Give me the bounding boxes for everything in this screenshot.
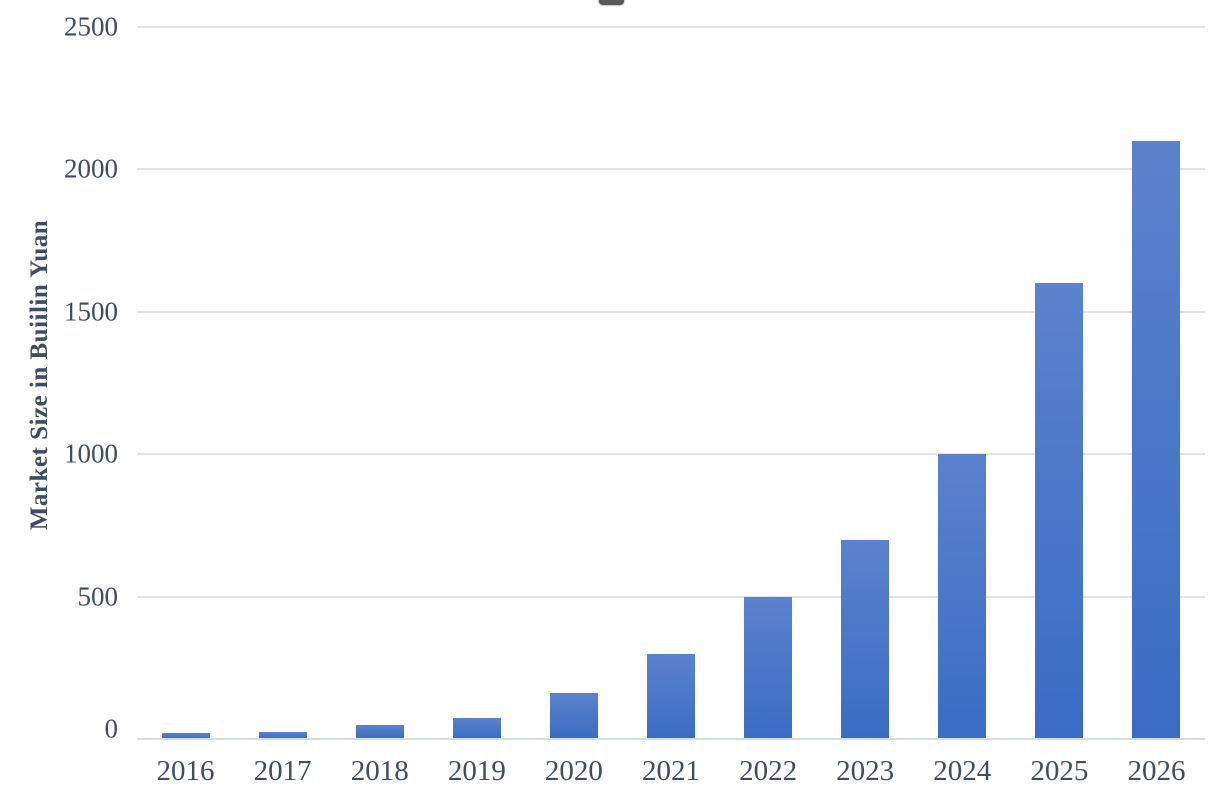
bar-2021 bbox=[647, 653, 695, 739]
bar-2025 bbox=[1035, 283, 1084, 739]
x-axis-tick-label-2024: 2024 bbox=[933, 755, 992, 787]
y-axis-tick-label: 2500 bbox=[64, 11, 118, 42]
gridline-1500 bbox=[137, 310, 1205, 313]
y-axis-title: Market Size in Buiilin Yuan bbox=[26, 219, 53, 531]
x-axis-tick-label-2020: 2020 bbox=[544, 755, 603, 787]
y-axis-tick-label: 2000 bbox=[64, 153, 118, 184]
x-axis-tick-label-2022: 2022 bbox=[739, 755, 798, 787]
x-axis-tick-label-2017: 2017 bbox=[253, 755, 312, 787]
bar-2020 bbox=[549, 693, 598, 739]
x-axis-tick-label-2021: 2021 bbox=[642, 755, 700, 787]
y-axis-tick-label: 500 bbox=[77, 581, 119, 612]
bar-2017 bbox=[258, 731, 307, 739]
gridline-2500 bbox=[137, 26, 1205, 28]
clipped-title-glyph bbox=[599, 0, 624, 5]
x-axis-tick-label-2026: 2026 bbox=[1127, 755, 1186, 787]
x-axis-tick-label-2019: 2019 bbox=[447, 755, 506, 787]
gridline-2000 bbox=[137, 168, 1205, 171]
bar-2023 bbox=[841, 539, 890, 739]
x-axis-tick-label-2023: 2023 bbox=[836, 755, 895, 787]
x-axis-tick-label-2018: 2018 bbox=[350, 755, 409, 787]
y-axis-tick-label: 0 bbox=[104, 713, 119, 744]
gridline-500 bbox=[137, 595, 1205, 598]
gridline-1000 bbox=[137, 453, 1205, 456]
bar-2026 bbox=[1132, 140, 1181, 739]
x-axis-tick-label-2016: 2016 bbox=[156, 755, 215, 787]
bar-2018 bbox=[355, 724, 404, 739]
bar-2022 bbox=[744, 596, 793, 739]
bar-2016 bbox=[161, 733, 210, 739]
x-axis-line bbox=[137, 738, 1205, 740]
y-axis-tick-label: 1500 bbox=[64, 296, 118, 327]
y-axis-tick-label: 1000 bbox=[64, 438, 118, 469]
bar-2024 bbox=[938, 454, 987, 739]
x-axis-tick-label-2025: 2025 bbox=[1030, 755, 1089, 787]
bar-2019 bbox=[452, 717, 501, 739]
